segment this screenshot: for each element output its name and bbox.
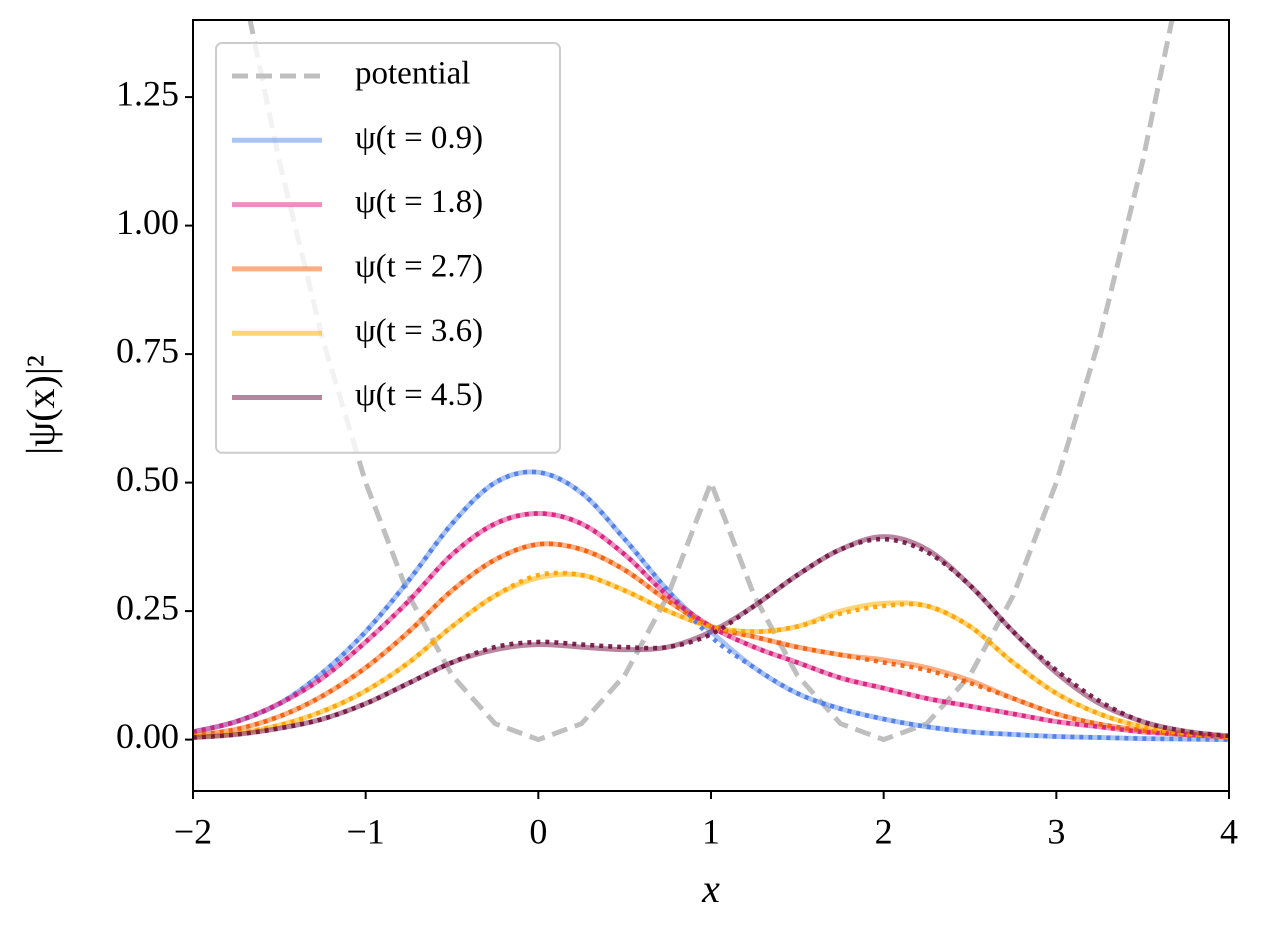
x-axis-label: x: [701, 866, 720, 911]
y-tick-label: 0.50: [116, 459, 179, 499]
x-tick-label: −1: [347, 811, 385, 851]
legend-box: [215, 42, 561, 454]
plot-area: [193, 20, 1229, 743]
legend-label: potential: [355, 56, 470, 92]
legend-label: ψ(t = 4.5): [355, 377, 483, 413]
y-tick-label: 1.25: [116, 73, 179, 113]
x-tick-label: 2: [875, 811, 893, 851]
x-tick-label: 0: [529, 811, 547, 851]
y-tick-label: 1.00: [116, 202, 179, 242]
series-line: [193, 541, 1229, 740]
x-tick-label: 1: [702, 811, 720, 851]
legend-label: ψ(t = 2.7): [355, 248, 483, 284]
x-tick-label: −2: [174, 811, 212, 851]
legend: potential ψ(t = 0.9) ψ(t = 1.8) ψ(t = 2.7) ψ…: [215, 42, 561, 454]
y-tick-label: 0.75: [116, 330, 179, 370]
x-tick-label: 3: [1047, 811, 1065, 851]
legend-label: ψ(t = 3.6): [355, 313, 483, 349]
y-axis-label: |ψ(x)|²: [18, 355, 63, 455]
y-tick-label: 0.25: [116, 587, 179, 627]
legend-label: ψ(t = 1.8): [355, 184, 483, 220]
legend-label: ψ(t = 0.9): [355, 120, 483, 156]
series-line: [193, 570, 1229, 740]
y-tick-label: 0.00: [116, 716, 179, 756]
series-line: [193, 534, 1229, 741]
x-tick-label: 4: [1220, 811, 1238, 851]
series-line: [193, 536, 1229, 740]
